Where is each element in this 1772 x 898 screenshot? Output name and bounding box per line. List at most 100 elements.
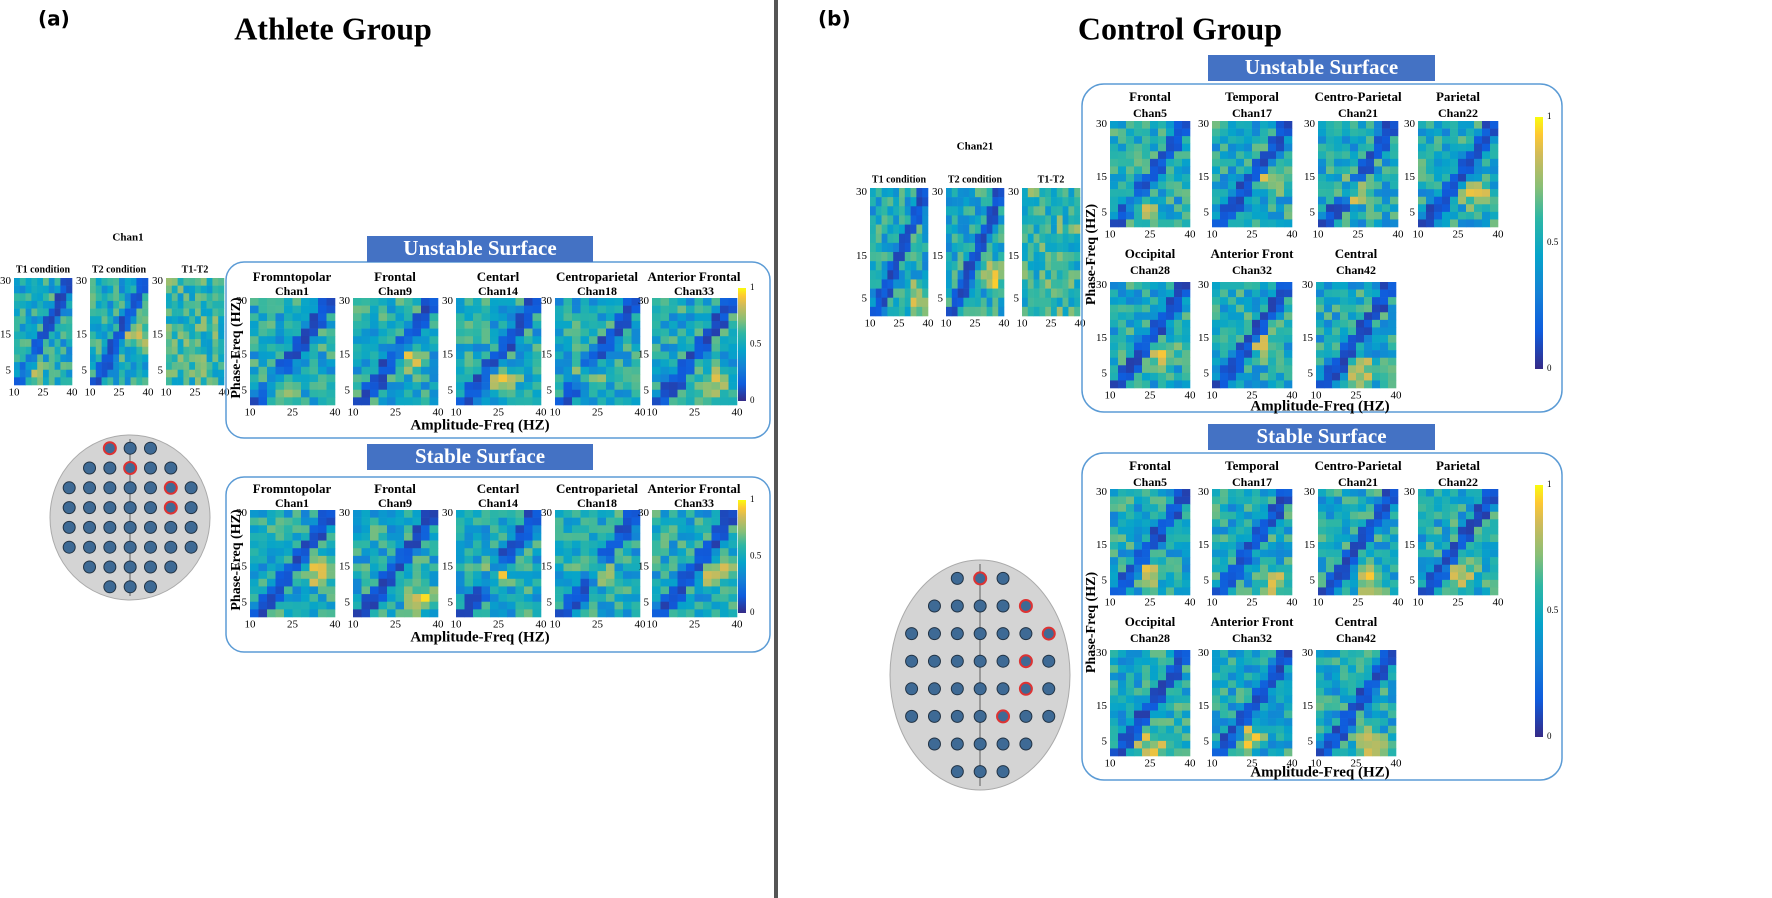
heatmap-cell (14, 316, 21, 325)
heatmap-cell (258, 510, 268, 518)
label: Chan33 (674, 284, 714, 298)
heatmap-cell (975, 242, 982, 253)
heatmap-cell (1244, 327, 1253, 336)
heatmap-cell (1366, 489, 1375, 497)
heatmap-cell (677, 313, 687, 322)
heatmap-cell (686, 336, 695, 345)
heatmap-cell (387, 366, 396, 375)
heatmap-cell (1033, 224, 1040, 235)
heatmap-cell (481, 298, 491, 306)
heatmap-cell (498, 305, 508, 314)
heatmap-cell (589, 532, 598, 541)
heatmap-cell (284, 571, 293, 580)
heatmap-cell (963, 242, 970, 253)
heatmap-cell (1364, 725, 1373, 734)
heatmap-cell (507, 540, 516, 549)
heatmap-cell (1458, 489, 1467, 497)
heatmap-cell (728, 374, 738, 383)
heatmap-cell (652, 548, 661, 557)
heatmap-cell (1450, 189, 1459, 198)
heatmap-cell (580, 555, 590, 564)
heatmap-cell (703, 540, 712, 549)
heatmap-cell (1434, 557, 1443, 566)
y-tick-label: 15 (1198, 332, 1210, 344)
heatmap-cell (631, 586, 641, 595)
heatmap-cell (1252, 128, 1261, 137)
heatmap-cell (1062, 288, 1069, 299)
heatmap-cell (957, 233, 964, 244)
heatmap-cell (292, 328, 302, 337)
heatmap-cell (711, 305, 721, 314)
heatmap-cell (631, 298, 641, 306)
heatmap-cell (1326, 158, 1335, 167)
heatmap (1110, 282, 1191, 389)
heatmap-cell (507, 320, 516, 329)
heatmap-cell (1390, 526, 1399, 535)
heatmap-cell (969, 297, 976, 308)
heatmap-cell (1158, 350, 1167, 359)
heatmap-cell (910, 242, 917, 253)
heatmap-cell (728, 313, 738, 322)
heatmap-cell (1228, 665, 1237, 674)
label: Centro-Parietal (1314, 458, 1402, 473)
heatmap-cell (555, 320, 564, 329)
heatmap-cell (326, 555, 336, 564)
heatmap-cell (387, 601, 396, 610)
panel-title: Athlete Group (234, 10, 432, 46)
heatmap-cell (1390, 572, 1399, 581)
heatmap-cell (922, 306, 929, 317)
heatmap-cell (166, 331, 173, 340)
electrode (62, 520, 76, 534)
heatmap-cell (1316, 357, 1325, 366)
heatmap-cell (1033, 306, 1040, 317)
heatmap-cell (532, 571, 542, 580)
heatmap-cell (1284, 204, 1293, 213)
heatmap-cell (946, 233, 953, 244)
heatmap-cell (1342, 496, 1351, 505)
heatmap-cell (1174, 519, 1183, 528)
heatmap-cell (1374, 204, 1383, 213)
heatmap-cell (1318, 204, 1327, 213)
heatmap-cell (1458, 587, 1467, 596)
heatmap-cell (1220, 733, 1229, 742)
heatmap-cell (189, 377, 196, 386)
heatmap-cell (1276, 557, 1285, 566)
y-tick-label: 5 (242, 384, 248, 396)
y-tick-label: 5 (547, 384, 553, 396)
x-tick-label: 40 (1185, 758, 1197, 770)
heatmap-cell (95, 323, 102, 332)
heatmap-cell (1068, 233, 1075, 244)
heatmap-cell (1260, 335, 1269, 343)
heatmap-cell (563, 586, 573, 595)
heatmap-cell (563, 397, 573, 406)
heatmap-cell (703, 397, 712, 406)
heatmap-cell (1268, 572, 1277, 581)
heatmap-cell (1033, 242, 1040, 253)
heatmap-cell (1126, 572, 1135, 581)
heatmap-cell (916, 279, 923, 289)
heatmap-cell (524, 328, 533, 337)
heatmap-cell (1364, 650, 1373, 658)
heatmap-cell (1174, 380, 1183, 389)
heatmap-cell (404, 305, 413, 314)
heatmap-cell (507, 389, 516, 398)
heatmap-cell (1134, 158, 1143, 167)
heatmap-cell (1212, 335, 1221, 343)
heatmap-cell (1284, 564, 1293, 573)
heatmap-cell (1366, 504, 1375, 513)
heatmap-cell (1150, 733, 1159, 742)
heatmap-cell (703, 594, 712, 603)
heatmap-cell (1212, 158, 1221, 167)
heatmap-cell (515, 313, 525, 322)
heatmap-cell (66, 323, 73, 332)
heatmap-cell (1482, 204, 1491, 213)
heatmap-cell (946, 242, 953, 253)
heatmap-cell (1174, 680, 1183, 689)
heatmap-cell (481, 571, 491, 580)
heatmap-cell (1324, 372, 1333, 381)
heatmap-cell (1434, 572, 1443, 581)
heatmap-cell (532, 563, 542, 572)
heatmap-cell (1332, 357, 1341, 366)
heatmap-cell (378, 305, 388, 314)
heatmap-cell (703, 586, 712, 595)
